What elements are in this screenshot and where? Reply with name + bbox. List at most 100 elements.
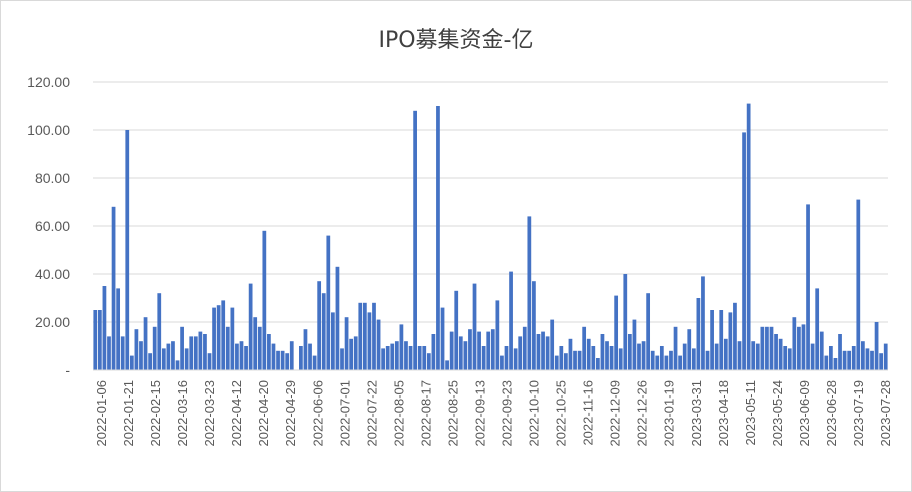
bar [751, 341, 756, 370]
bar [422, 346, 427, 370]
bar [440, 307, 445, 370]
bar [303, 329, 308, 370]
bar [490, 329, 495, 370]
bar [573, 350, 577, 370]
x-tick-label: 2023-05-11 [743, 380, 758, 446]
bar [627, 334, 632, 370]
bar [545, 336, 550, 370]
bar [861, 341, 865, 370]
bar [550, 319, 555, 370]
bar [317, 281, 322, 370]
x-tick-label: 2023-03-31 [689, 380, 704, 447]
bar [806, 204, 810, 370]
bar [349, 338, 354, 370]
bar [271, 343, 276, 370]
bar [289, 341, 294, 370]
bar [235, 343, 239, 370]
bar [267, 334, 271, 370]
bar [879, 353, 884, 370]
bar [760, 326, 765, 370]
bar [541, 331, 545, 370]
bar [801, 324, 806, 370]
bar [838, 334, 842, 370]
bar [605, 341, 609, 370]
bar [445, 360, 449, 370]
bar [596, 358, 600, 370]
bar [719, 310, 724, 370]
bar [746, 103, 751, 370]
bar [152, 326, 157, 370]
bar [696, 298, 701, 370]
bar [728, 312, 733, 370]
bar [376, 319, 381, 370]
bar [102, 286, 107, 370]
chart-title: IPO募集资金-亿 [378, 28, 534, 53]
bar [111, 206, 116, 370]
bar [477, 331, 481, 370]
bar [212, 307, 216, 370]
gridlines [93, 81, 888, 323]
bar [522, 326, 527, 370]
bar [404, 341, 408, 370]
x-tick-label: 2022-07-22 [364, 380, 379, 447]
bar [362, 302, 367, 370]
x-tick-label: 2023-01-19 [662, 380, 677, 447]
bar [701, 276, 705, 370]
x-tick-label: 2023-07-19 [851, 380, 866, 447]
bar [705, 350, 710, 370]
bar [257, 326, 262, 370]
bar [413, 110, 417, 371]
bar [97, 310, 102, 370]
bar [659, 346, 664, 370]
bar [221, 300, 226, 370]
bar [870, 350, 874, 370]
bar [129, 355, 134, 370]
bar [513, 348, 518, 370]
bar [742, 132, 746, 370]
bar [829, 346, 833, 370]
bar [504, 346, 509, 370]
bar [600, 334, 605, 370]
bar [582, 326, 587, 370]
bar [157, 293, 162, 370]
bar [125, 130, 130, 370]
bar [564, 353, 568, 370]
bar [280, 350, 285, 370]
bar [426, 353, 431, 370]
bar [216, 305, 221, 370]
bar [312, 355, 317, 370]
bar [637, 343, 641, 370]
x-tick-label: 2022-09-13 [472, 380, 487, 447]
bar [134, 329, 139, 370]
bar [778, 338, 783, 370]
bar [609, 346, 614, 370]
y-axis-ticks: - 20.00 40.00 60.00 80.00 100.00 120.00 [27, 74, 70, 378]
bar [851, 346, 856, 370]
bar [536, 334, 541, 370]
bar [591, 346, 596, 370]
bar [737, 341, 742, 370]
bar [481, 346, 486, 370]
x-tick-label: 2022-03-16 [175, 380, 190, 447]
bars [93, 103, 888, 371]
bar [225, 326, 230, 370]
y-tick-label: 80.00 [35, 170, 70, 186]
bar [687, 329, 692, 370]
x-tick-label: 2022-12-09 [608, 380, 623, 447]
bar [353, 336, 358, 370]
bar [276, 350, 280, 370]
bar [463, 341, 468, 370]
y-tick-label: - [65, 362, 70, 378]
bar [472, 283, 477, 370]
bar [691, 348, 696, 370]
bar [655, 355, 660, 370]
bar [769, 326, 774, 370]
bar [495, 300, 500, 370]
y-tick-label: 20.00 [35, 314, 70, 330]
bar [326, 235, 331, 370]
bar [116, 288, 121, 370]
bar [500, 355, 504, 370]
bar [244, 346, 248, 370]
bar [586, 338, 591, 370]
bar [797, 326, 801, 370]
